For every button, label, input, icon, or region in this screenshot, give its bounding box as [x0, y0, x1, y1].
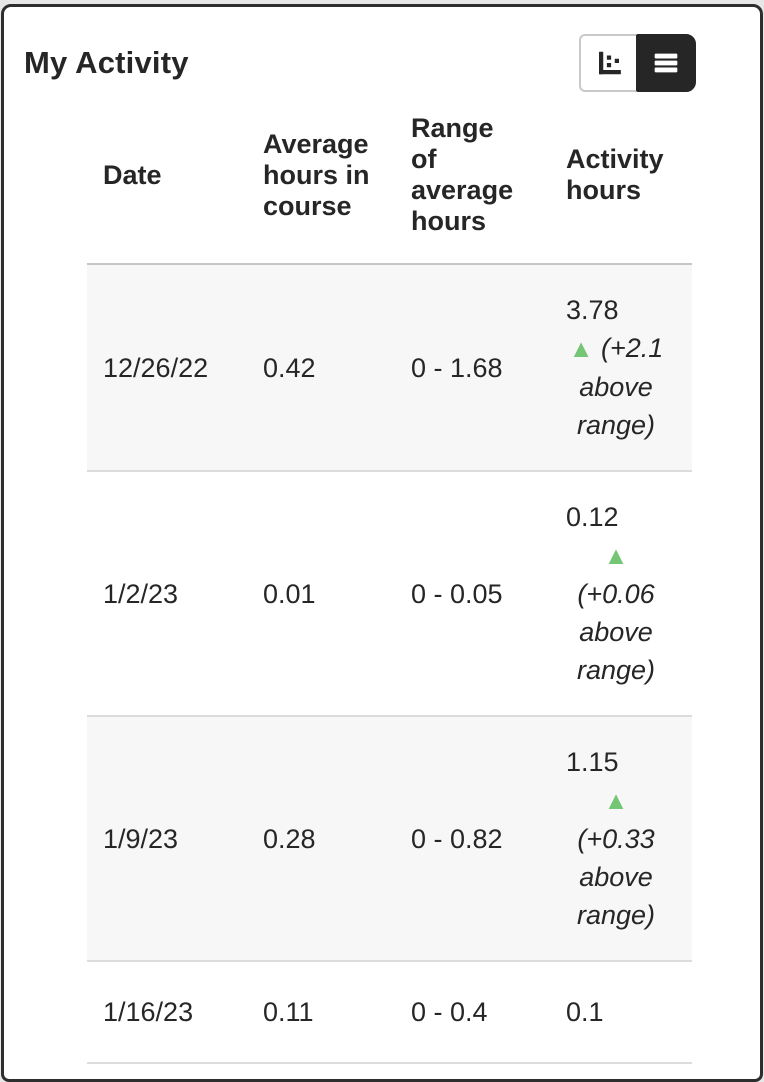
table-row: 12/26/22 0.42 0 - 1.68 3.78 ▲ (+2.1 abov… — [87, 264, 692, 472]
activity-hours-value: 1.15 — [566, 747, 619, 777]
view-toggle — [579, 34, 696, 92]
date-cell: 1/16/23 — [87, 961, 247, 1064]
column-header-activity-hours: Activity hours — [550, 95, 692, 265]
date-cell: 12/26/22 — [87, 264, 247, 472]
column-header-range: Range of average hours — [395, 95, 550, 265]
trend-up-icon: ▲ — [603, 787, 629, 815]
panel-header: My Activity — [4, 7, 760, 95]
chart-view-button[interactable] — [579, 34, 636, 92]
activity-hours-cell: 0.12 ▲ (+0.06 above range) — [550, 471, 692, 717]
delta-note: ▲ (+0.33 above range) — [566, 781, 666, 934]
average-hours-cell: 0.11 — [247, 961, 395, 1064]
activity-hours-cell: 1.15 ▲ (+0.33 above range) — [550, 716, 692, 962]
activity-hours-value: 0.12 — [566, 502, 619, 532]
header-row: Date Average hours in course Range of av… — [87, 95, 692, 265]
delta-note: ▲ (+0.06 above range) — [566, 536, 666, 689]
page-title: My Activity — [24, 45, 189, 80]
activity-hours-value: 3.78 — [566, 295, 619, 325]
table-row: 1/16/23 0.11 0 - 0.4 0.1 — [87, 961, 692, 1064]
activity-table: Date Average hours in course Range of av… — [87, 95, 692, 1064]
delta-note-text: (+2.1 above range) — [576, 333, 664, 440]
activity-hours-value: 0.1 — [566, 997, 604, 1027]
average-hours-cell: 0.42 — [247, 264, 395, 472]
table-view-button[interactable] — [636, 34, 696, 92]
trend-up-icon: ▲ — [603, 542, 629, 570]
trend-up-icon: ▲ — [568, 335, 594, 363]
activity-hours-cell: 0.1 — [550, 961, 692, 1064]
range-cell: 0 - 0.82 — [395, 716, 550, 962]
range-cell: 0 - 1.68 — [395, 264, 550, 472]
scatter-chart-icon — [594, 48, 624, 78]
column-header-date: Date — [87, 95, 247, 265]
average-hours-cell: 0.01 — [247, 471, 395, 717]
range-cell: 0 - 0.05 — [395, 471, 550, 717]
list-icon — [650, 47, 682, 79]
date-cell: 1/2/23 — [87, 471, 247, 717]
range-cell: 0 - 0.4 — [395, 961, 550, 1064]
table-row: 1/2/23 0.01 0 - 0.05 0.12 ▲ (+0.06 above… — [87, 471, 692, 717]
delta-note-text: (+0.06 above range) — [576, 579, 656, 685]
average-hours-cell: 0.28 — [247, 716, 395, 962]
delta-note: ▲ (+2.1 above range) — [566, 329, 666, 444]
date-cell: 1/9/23 — [87, 716, 247, 962]
my-activity-panel: My Activity — [1, 4, 763, 1082]
column-header-average-hours: Average hours in course — [247, 95, 395, 265]
table-row: 1/9/23 0.28 0 - 0.82 1.15 ▲ (+0.33 above… — [87, 716, 692, 962]
activity-hours-cell: 3.78 ▲ (+2.1 above range) — [550, 264, 692, 472]
delta-note-text: (+0.33 above range) — [576, 824, 656, 930]
